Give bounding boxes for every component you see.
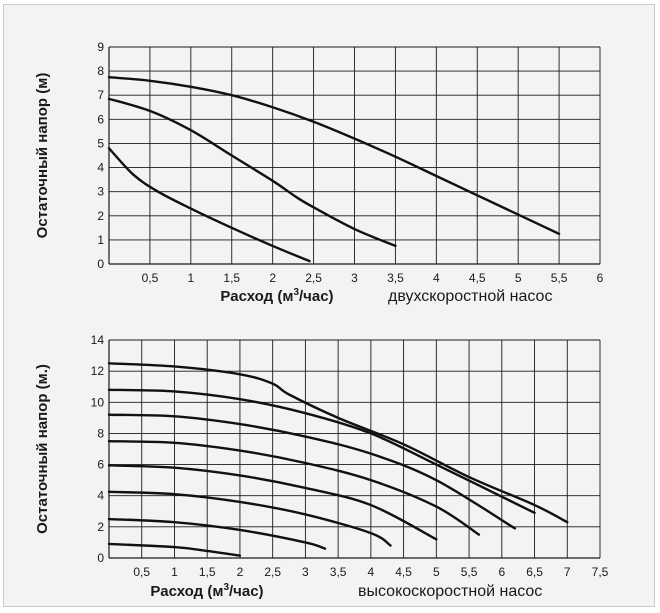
y-tick-label: 8 bbox=[97, 64, 104, 78]
y-tick-label: 5 bbox=[97, 136, 104, 150]
pump-curve-8 bbox=[107, 542, 242, 557]
pump-curve-1 bbox=[107, 362, 569, 524]
x-tick-label: 3,5 bbox=[330, 565, 347, 579]
x-axis-label-tail: /час) bbox=[299, 288, 334, 305]
y-tick-label: 14 bbox=[91, 333, 105, 347]
x-axis-label: Расход (м3/час) bbox=[220, 287, 333, 305]
x-tick-label: 0,5 bbox=[133, 565, 150, 579]
x-tick-label: 2 bbox=[269, 271, 276, 285]
x-tick-label: 7,5 bbox=[592, 565, 609, 579]
y-tick-label: 8 bbox=[97, 426, 104, 440]
x-axis-label-main: Расход (м bbox=[220, 288, 293, 305]
x-tick-label: 6 bbox=[597, 271, 604, 285]
chart-high-speed-pump: 0,5 1 1,5 2 2,5 3 3,5 4 4,5 5 5,5 6 6,5 7 7,5 0 2 4 6 8 10 12… bbox=[34, 333, 609, 600]
y-tick-label: 12 bbox=[91, 364, 105, 378]
x-tick-label: 6 bbox=[498, 565, 505, 579]
y-tick-label: 2 bbox=[97, 209, 104, 223]
y-tick-label: 0 bbox=[97, 257, 104, 271]
y-tick-label: 9 bbox=[97, 40, 104, 54]
y-tick-label: 7 bbox=[97, 88, 104, 102]
pump-curve-2 bbox=[107, 388, 536, 515]
x-tick-label: 2 bbox=[237, 565, 244, 579]
pump-curve-7 bbox=[107, 517, 327, 550]
chart-caption: двухскоростной насос bbox=[388, 288, 552, 305]
pump-curve-4 bbox=[107, 440, 481, 536]
pump-curve-6 bbox=[107, 490, 392, 547]
x-axis-label-superscript: 3 bbox=[223, 582, 229, 593]
pump-curve-5 bbox=[107, 464, 438, 541]
pump-curve-3 bbox=[107, 147, 311, 263]
x-tick-label: 2,5 bbox=[264, 565, 281, 579]
x-tick-label: 1,5 bbox=[199, 565, 216, 579]
x-tick-label: 2,5 bbox=[305, 271, 322, 285]
x-tick-label: 3 bbox=[351, 271, 358, 285]
y-tick-label: 6 bbox=[97, 458, 104, 472]
x-tick-label: 3,5 bbox=[387, 271, 404, 285]
y-axis-label: Остаточный напор (м.) bbox=[34, 364, 51, 534]
charts-svg: 0,5 1 1,5 2 2,5 3 3,5 4 4,5 5 5,5 60123456789Остато… bbox=[34, 40, 609, 600]
figure-frame: 0,5 1 1,5 2 2,5 3 3,5 4 4,5 5 5,5 6 0 1 2 3 4 5 6 7 8 9 Остато… bbox=[3, 4, 655, 607]
y-tick-label: 4 bbox=[97, 161, 104, 175]
y-tick-label: 0 bbox=[97, 551, 104, 565]
x-tick-label: 0,5 bbox=[142, 271, 159, 285]
chart-caption: высокоскоростной насос bbox=[358, 583, 542, 600]
x-tick-label: 1 bbox=[171, 565, 178, 579]
pump-curve-2 bbox=[107, 97, 397, 248]
x-tick-label: 1,5 bbox=[223, 271, 240, 285]
y-axis-label: Остаточный напор (м) bbox=[34, 73, 51, 239]
y-tick-label: 2 bbox=[97, 520, 104, 534]
y-tick-label: 3 bbox=[97, 185, 104, 199]
x-tick-label: 7 bbox=[564, 565, 571, 579]
y-tick-label: 4 bbox=[97, 489, 104, 503]
x-tick-label: 4,5 bbox=[395, 565, 412, 579]
pump-curve-3 bbox=[107, 413, 517, 530]
chart-two-speed-pump: 0,5 1 1,5 2 2,5 3 3,5 4 4,5 5 5,5 6 0 1 2 3 4 5 6 7 8 9 Остато… bbox=[34, 40, 604, 305]
x-axis-label-main: Расход (м bbox=[150, 583, 223, 600]
x-tick-label: 4 bbox=[368, 565, 375, 579]
x-tick-label: 1 bbox=[187, 271, 194, 285]
x-axis-label-tail: /час) bbox=[229, 583, 264, 600]
x-tick-label: 5 bbox=[433, 565, 440, 579]
x-tick-label: 4 bbox=[433, 271, 440, 285]
y-tick-label: 1 bbox=[97, 233, 104, 247]
x-axis-label: Расход (м3/час) bbox=[150, 582, 263, 600]
x-tick-label: 3 bbox=[302, 565, 309, 579]
y-tick-label: 10 bbox=[91, 395, 105, 409]
pump-curve-1 bbox=[107, 75, 561, 236]
x-tick-label: 5,5 bbox=[461, 565, 478, 579]
x-tick-label: 5 bbox=[515, 271, 522, 285]
y-tick-label: 6 bbox=[97, 112, 104, 126]
x-tick-label: 5,5 bbox=[551, 271, 568, 285]
x-tick-label: 6,5 bbox=[526, 565, 543, 579]
x-axis-label-superscript: 3 bbox=[293, 287, 299, 298]
x-tick-label: 4,5 bbox=[469, 271, 486, 285]
